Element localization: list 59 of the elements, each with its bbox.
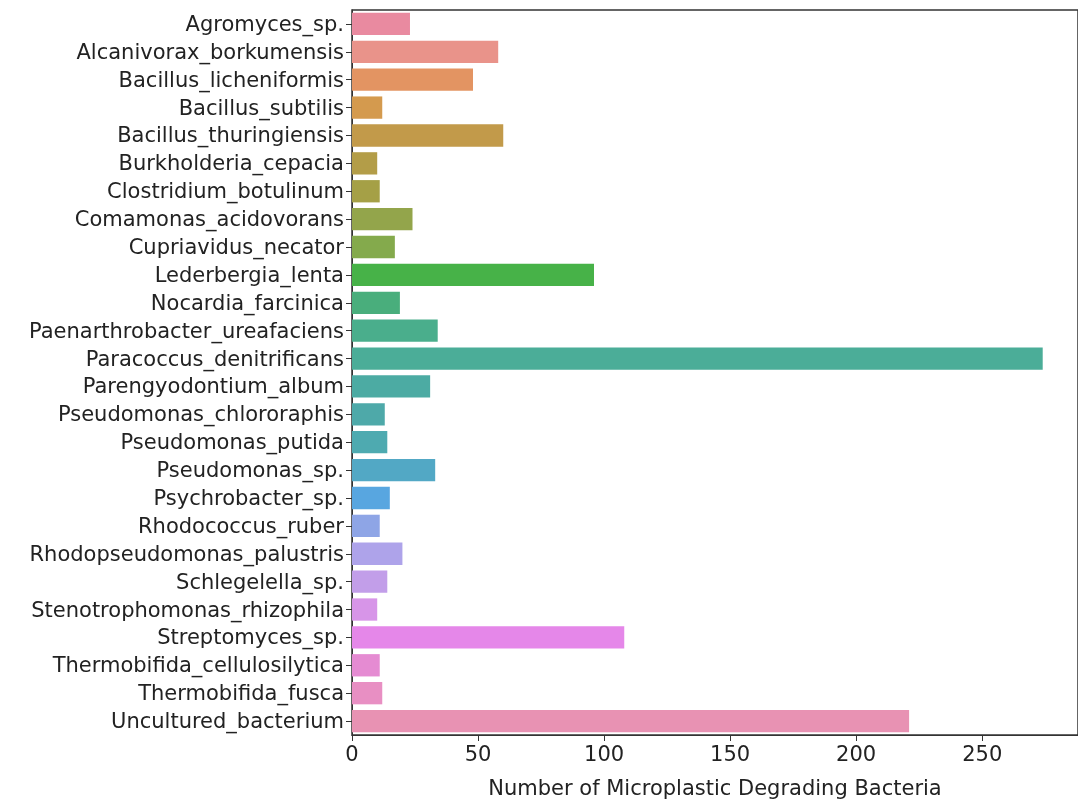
bar xyxy=(352,12,410,36)
y-tick-label: Uncultured_bacterium xyxy=(111,709,344,735)
bar xyxy=(352,682,383,705)
y-tick-label: Psychrobacter_sp. xyxy=(153,485,344,511)
bar xyxy=(352,542,403,565)
y-tick-label: Pseudomonas_sp. xyxy=(156,458,344,484)
y-tick-label: Rhodopseudomonas_palustris xyxy=(29,541,344,567)
bar xyxy=(352,486,390,510)
y-tick-label: Paracoccus_denitrificans xyxy=(85,346,344,372)
bar xyxy=(352,626,625,649)
bar xyxy=(352,319,438,342)
y-tick-label: Burkholderia_cepacia xyxy=(118,151,344,177)
bar xyxy=(352,263,594,287)
bar xyxy=(352,403,385,426)
y-tick-label: Bacillus_thuringiensis xyxy=(117,123,344,149)
bar xyxy=(352,709,910,733)
bar xyxy=(352,96,383,119)
bar xyxy=(352,207,413,231)
bar xyxy=(352,291,400,314)
bar xyxy=(352,458,436,482)
y-tick-label: Schlegelella_sp. xyxy=(176,569,344,595)
y-tick-label: Pseudomonas_putida xyxy=(120,430,344,456)
x-tick-label: 100 xyxy=(584,741,625,766)
y-tick-label: Lederbergia_lenta xyxy=(154,262,344,288)
bar xyxy=(352,124,504,147)
y-tick-label: Bacillus_licheniformis xyxy=(118,67,344,93)
bar xyxy=(352,347,1043,370)
bar xyxy=(352,152,378,175)
y-tick-label: Rhodococcus_ruber xyxy=(138,513,345,539)
y-tick-label: Pseudomonas_chlororaphis xyxy=(57,402,344,428)
y-tick-label: Thermobifida_fusca xyxy=(137,681,344,707)
bar xyxy=(352,570,388,593)
y-tick-label: Streptomyces_sp. xyxy=(157,625,344,651)
y-tick-label: Cupriavidus_necator xyxy=(128,235,345,261)
x-tick-label: 50 xyxy=(464,741,492,766)
y-tick-label: Thermobifida_cellulosilytica xyxy=(51,653,344,679)
bar xyxy=(352,654,380,677)
y-tick-label: Paenarthrobacter_ureafaciens xyxy=(29,318,344,344)
x-tick-label: 250 xyxy=(962,741,1003,766)
y-tick-label: Agromyces_sp. xyxy=(185,11,344,37)
y-tick-label: Comamonas_acidovorans xyxy=(74,207,344,233)
bar xyxy=(352,514,380,538)
bar xyxy=(352,180,380,203)
y-tick-label: Stenotrophomonas_rhizophila xyxy=(31,597,344,623)
x-tick-label: 150 xyxy=(710,741,751,766)
y-tick-label: Alcanivorax_borkumensis xyxy=(76,39,344,65)
y-tick-label: Clostridium_botulinum xyxy=(107,179,344,205)
bar xyxy=(352,375,431,398)
y-tick-label: Bacillus_subtilis xyxy=(178,95,344,121)
bar xyxy=(352,40,499,63)
bar xyxy=(352,68,473,91)
y-tick-label: Parengyodontium_album xyxy=(82,374,344,400)
bar xyxy=(352,235,395,259)
x-axis-title: Number of Microplastic Degrading Bacteria xyxy=(488,775,942,800)
x-tick-label: 0 xyxy=(345,741,359,766)
y-tick-label: Nocardia_farcinica xyxy=(150,290,344,316)
bar xyxy=(352,598,378,621)
x-tick-label: 200 xyxy=(836,741,877,766)
bar xyxy=(352,431,388,454)
